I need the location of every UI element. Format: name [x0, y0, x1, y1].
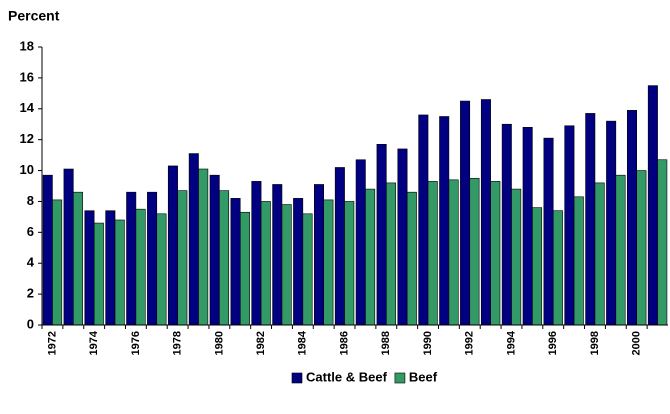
bar	[281, 204, 292, 326]
bar	[397, 148, 408, 326]
y-tick-label: 4	[27, 255, 35, 270]
x-tick-label: 1972	[46, 331, 58, 355]
y-tick-label: 2	[27, 286, 34, 301]
x-tick-label: 1978	[172, 331, 184, 355]
bar	[293, 198, 304, 326]
bar	[532, 207, 543, 326]
bar	[460, 100, 471, 326]
bar	[439, 116, 450, 326]
bar	[448, 179, 459, 326]
bar	[105, 210, 116, 326]
bar	[84, 210, 95, 326]
y-tick-label: 0	[27, 316, 34, 331]
x-tick-label: 1998	[589, 331, 601, 355]
bar	[427, 181, 438, 326]
bar	[647, 85, 658, 326]
bar	[406, 191, 417, 326]
bar	[42, 174, 53, 326]
bar	[323, 199, 334, 326]
bar	[418, 114, 429, 326]
bar	[209, 174, 220, 326]
y-tick-label: 12	[20, 131, 34, 146]
bar	[251, 181, 262, 326]
bar	[490, 181, 501, 326]
bar	[230, 198, 241, 326]
y-tick-label: 18	[20, 38, 34, 53]
x-tick-label: 1980	[213, 331, 225, 355]
bar	[147, 191, 158, 326]
bar	[365, 188, 376, 326]
bar	[334, 167, 345, 326]
bar	[114, 219, 125, 326]
x-tick-label: 1996	[547, 331, 559, 355]
bar	[63, 168, 74, 326]
legend-label: Cattle & Beef	[306, 369, 388, 384]
bar	[657, 159, 668, 326]
bar	[314, 184, 324, 326]
bar	[552, 210, 563, 326]
bar	[52, 199, 63, 326]
x-tick-label: 1984	[297, 330, 309, 355]
bar	[385, 182, 396, 326]
bar	[177, 190, 188, 326]
bar	[135, 208, 146, 326]
bar	[564, 125, 575, 326]
bar	[511, 188, 522, 326]
bar	[606, 120, 617, 326]
bar	[469, 177, 480, 326]
legend-label: Beef	[409, 369, 438, 384]
bar	[573, 196, 584, 326]
bar	[126, 191, 137, 326]
bar	[344, 201, 355, 326]
y-tick-label: 14	[20, 100, 35, 115]
x-tick-label: 1992	[464, 331, 476, 355]
x-tick-label: 1974	[88, 330, 100, 355]
legend-swatch	[291, 372, 303, 384]
bar	[167, 165, 178, 326]
x-tick-label: 1982	[255, 331, 267, 355]
y-tick-label: 10	[20, 162, 34, 177]
bar	[376, 144, 387, 326]
bar	[198, 168, 209, 326]
bar	[355, 159, 366, 326]
bar	[302, 213, 313, 326]
bar	[543, 137, 554, 326]
x-tick-label: 1990	[422, 331, 434, 355]
x-tick-label: 1986	[338, 331, 350, 355]
bar	[636, 170, 647, 326]
x-tick-label: 2000	[631, 331, 643, 355]
bar	[501, 123, 512, 326]
x-tick-label: 1988	[380, 331, 392, 355]
legend-swatch	[394, 372, 406, 384]
bar	[480, 99, 491, 326]
bar	[156, 213, 167, 326]
bar	[594, 182, 605, 326]
x-tick-label: 1994	[505, 330, 517, 355]
bar	[615, 174, 626, 326]
y-axis-label: Percent	[8, 8, 60, 24]
bar	[93, 222, 104, 326]
bar	[188, 153, 199, 326]
bar	[73, 191, 83, 326]
bar	[219, 190, 230, 326]
bar	[627, 110, 637, 326]
bar	[522, 127, 533, 326]
bar	[272, 184, 283, 326]
x-tick-label: 1976	[130, 331, 142, 355]
bar	[239, 211, 250, 326]
y-tick-label: 6	[27, 224, 34, 239]
y-tick-label: 16	[20, 69, 34, 84]
y-tick-label: 8	[27, 193, 34, 208]
bar	[585, 113, 596, 326]
bar	[260, 201, 271, 326]
